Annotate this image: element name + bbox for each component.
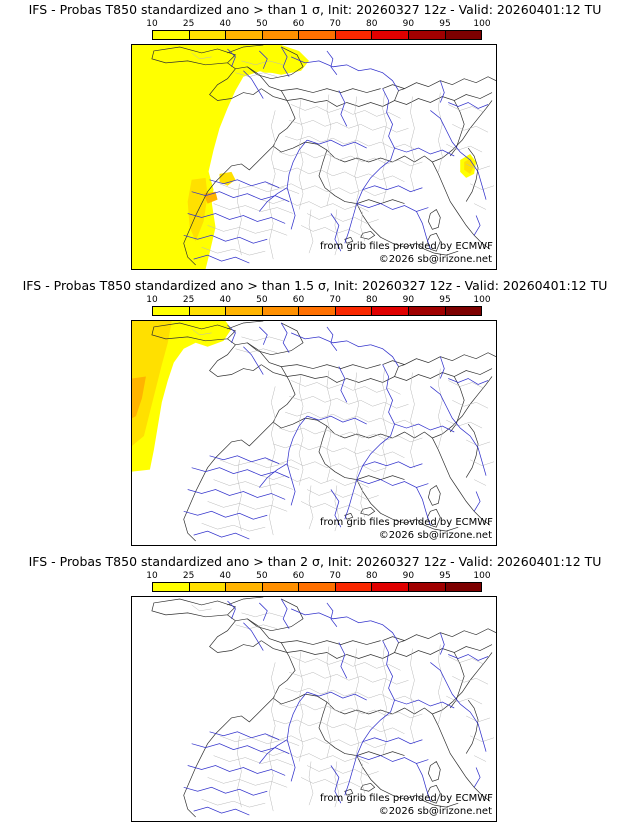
shading-layer-1 bbox=[132, 45, 477, 269]
data-source-credit-2: from grib files provided by ECMWF bbox=[320, 517, 493, 528]
colorbar-tick-70: 70 bbox=[329, 19, 341, 29]
colorbar-tick-80: 80 bbox=[366, 19, 378, 29]
admin-border-layer-1 bbox=[191, 52, 495, 260]
colorbar-segment-1 bbox=[189, 583, 227, 591]
colorbar-tick-80: 80 bbox=[366, 571, 378, 581]
map-canvas-1[interactable]: from grib files provided by ECMWF ©2026 … bbox=[131, 44, 497, 270]
colorbar-tick-60: 60 bbox=[292, 19, 305, 29]
colorbar-ticks-1: 10 25 40 50 60 70 80 90 95 100 bbox=[146, 19, 490, 30]
colorbar-segment-6 bbox=[372, 307, 409, 315]
colorbar-segment-3 bbox=[262, 583, 300, 591]
colorbar-segment-7 bbox=[408, 307, 446, 315]
colorbar-ticks-3: 10 25 40 50 60 70 80 90 95 100 bbox=[146, 571, 490, 582]
data-source-credit-3: from grib files provided by ECMWF bbox=[320, 793, 493, 804]
colorbar-tick-40: 40 bbox=[219, 295, 231, 305]
river-layer-3 bbox=[183, 598, 489, 816]
data-source-credit-1: from grib files provided by ECMWF bbox=[320, 241, 493, 252]
colorbar-tick-90: 90 bbox=[402, 571, 415, 581]
colorbar-tick-50: 50 bbox=[256, 295, 268, 305]
colorbar-segment-6 bbox=[372, 31, 409, 39]
colorbar-segment-2 bbox=[226, 583, 263, 591]
colorbar-segment-1 bbox=[189, 307, 227, 315]
colorbar-segment-0 bbox=[153, 31, 190, 39]
colorbar-tick-10: 10 bbox=[146, 295, 158, 305]
colorbar-tick-90: 90 bbox=[402, 295, 415, 305]
map-canvas-2[interactable]: from grib files provided by ECMWF ©2026 … bbox=[131, 320, 497, 546]
map-canvas-3[interactable]: from grib files provided by ECMWF ©2026 … bbox=[131, 596, 497, 822]
colorbar-tick-100: 100 bbox=[473, 19, 491, 29]
colorbar-tick-50: 50 bbox=[256, 19, 268, 29]
colorbar-segment-5 bbox=[335, 307, 373, 315]
colorbar-segment-4 bbox=[299, 307, 336, 315]
colorbar-tick-95: 95 bbox=[439, 19, 451, 29]
colorbar-tick-25: 25 bbox=[182, 571, 195, 581]
colorbar-tick-25: 25 bbox=[182, 295, 195, 305]
colorbar-tick-70: 70 bbox=[329, 571, 341, 581]
colorbar-tick-95: 95 bbox=[439, 571, 451, 581]
river-layer-2 bbox=[183, 322, 489, 540]
colorbar-tick-100: 100 bbox=[473, 295, 491, 305]
colorbar-segment-0 bbox=[153, 583, 190, 591]
colorbar-segment-2 bbox=[226, 31, 263, 39]
copyright-credit-1: ©2026 sb@irizone.net bbox=[378, 254, 492, 265]
admin-border-layer-3 bbox=[191, 604, 495, 812]
colorbar-gradient-2 bbox=[152, 306, 482, 316]
colorbar-tick-40: 40 bbox=[219, 571, 231, 581]
colorbar-tick-60: 60 bbox=[292, 571, 305, 581]
colorbar-tick-10: 10 bbox=[146, 19, 158, 29]
copyright-credit-2: ©2026 sb@irizone.net bbox=[378, 530, 492, 541]
colorbar-segment-1 bbox=[189, 31, 227, 39]
coastline-layer-1 bbox=[151, 45, 496, 266]
colorbar-segment-3 bbox=[262, 307, 300, 315]
panel-title-3: IFS - Probas T850 standardized ano > tha… bbox=[28, 554, 602, 569]
colorbar-segment-8 bbox=[445, 583, 482, 591]
colorbar-2: 10 25 40 50 60 70 80 90 95 100 bbox=[146, 295, 491, 317]
colorbar-segment-7 bbox=[408, 583, 446, 591]
colorbar-segment-4 bbox=[299, 31, 336, 39]
colorbar-segment-7 bbox=[408, 31, 446, 39]
colorbar-tick-40: 40 bbox=[219, 19, 231, 29]
colorbar-segment-5 bbox=[335, 583, 373, 591]
colorbar-gradient-3 bbox=[152, 582, 482, 592]
colorbar-tick-95: 95 bbox=[439, 295, 451, 305]
colorbar-3: 10 25 40 50 60 70 80 90 95 100 bbox=[146, 571, 491, 593]
colorbar-1: 10 25 40 50 60 70 80 90 95 100 bbox=[146, 19, 491, 41]
colorbar-segment-4 bbox=[299, 583, 336, 591]
colorbar-segment-6 bbox=[372, 583, 409, 591]
colorbar-tick-25: 25 bbox=[182, 19, 195, 29]
colorbar-tick-70: 70 bbox=[329, 295, 341, 305]
colorbar-segment-2 bbox=[226, 307, 263, 315]
map-graphic-2 bbox=[132, 321, 496, 542]
map-graphic-3 bbox=[151, 597, 496, 818]
colorbar-gradient-1 bbox=[152, 30, 482, 40]
copyright-credit-3: ©2026 sb@irizone.net bbox=[378, 806, 492, 817]
probability-map-panel-3: IFS - Probas T850 standardized ano > tha… bbox=[0, 552, 630, 828]
colorbar-segment-8 bbox=[445, 307, 482, 315]
colorbar-segment-5 bbox=[335, 31, 373, 39]
colorbar-segment-3 bbox=[262, 31, 300, 39]
colorbar-tick-80: 80 bbox=[366, 295, 378, 305]
panel-title-1: IFS - Probas T850 standardized ano > tha… bbox=[28, 2, 602, 17]
colorbar-tick-90: 90 bbox=[402, 19, 415, 29]
map-graphic-1 bbox=[132, 45, 496, 269]
panel-title-row-1: IFS - Probas T850 standardized ano > tha… bbox=[0, 0, 630, 22]
colorbar-tick-50: 50 bbox=[256, 571, 268, 581]
colorbar-segment-8 bbox=[445, 31, 482, 39]
colorbar-tick-60: 60 bbox=[292, 295, 305, 305]
river-layer-1 bbox=[183, 46, 489, 264]
colorbar-ticks-2: 10 25 40 50 60 70 80 90 95 100 bbox=[146, 295, 490, 306]
colorbar-segment-0 bbox=[153, 307, 190, 315]
colorbar-tick-100: 100 bbox=[473, 571, 491, 581]
probability-map-panel-2: IFS - Probas T850 standardized ano > tha… bbox=[0, 276, 630, 552]
panel-title-row-2: IFS - Probas T850 standardized ano > tha… bbox=[0, 276, 630, 298]
panel-title-row-3: IFS - Probas T850 standardized ano > tha… bbox=[0, 552, 630, 574]
colorbar-tick-10: 10 bbox=[146, 571, 158, 581]
panel-title-2: IFS - Probas T850 standardized ano > tha… bbox=[22, 278, 608, 293]
admin-border-layer-2 bbox=[191, 328, 495, 536]
probability-map-panel-1: IFS - Probas T850 standardized ano > tha… bbox=[0, 0, 630, 276]
shading-layer-2 bbox=[132, 321, 232, 472]
